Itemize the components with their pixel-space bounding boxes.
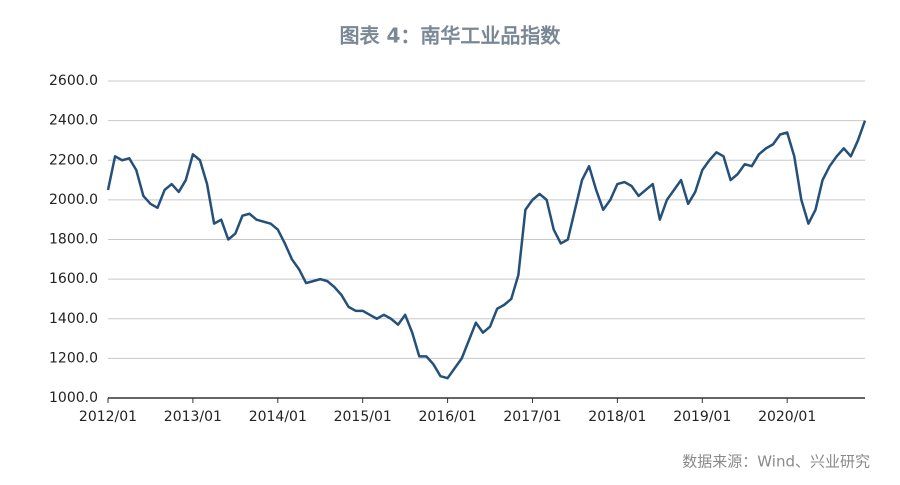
y-tick-label: 2200.0 xyxy=(49,152,98,168)
x-tick-label: 2013/01 xyxy=(164,409,222,425)
x-tick-label: 2015/01 xyxy=(334,409,392,425)
x-tick-label: 2012/01 xyxy=(79,409,137,425)
y-tick-label: 2600.0 xyxy=(49,73,98,89)
data-line xyxy=(106,120,867,380)
y-tick-label: 1000.0 xyxy=(49,390,98,406)
source-note: 数据来源：Wind、兴业研究 xyxy=(682,453,870,471)
x-tick-label: 2014/01 xyxy=(249,409,307,425)
x-tick-label: 2019/01 xyxy=(673,409,731,425)
x-tick-label: 2018/01 xyxy=(588,409,646,425)
x-tick-label: 2017/01 xyxy=(503,409,561,425)
y-tick-label: 2400.0 xyxy=(49,113,98,129)
x-tick-label: 2016/01 xyxy=(419,409,477,425)
y-tick-label: 2000.0 xyxy=(49,192,98,208)
y-tick-label: 1600.0 xyxy=(49,271,98,287)
y-tick-label: 1200.0 xyxy=(49,350,98,366)
y-tick-label: 1400.0 xyxy=(49,311,98,327)
y-tick-label: 1800.0 xyxy=(49,232,98,248)
chart-title: 图表 4：南华工业品指数 xyxy=(340,24,562,48)
x-tick-label: 2020/01 xyxy=(758,409,816,425)
